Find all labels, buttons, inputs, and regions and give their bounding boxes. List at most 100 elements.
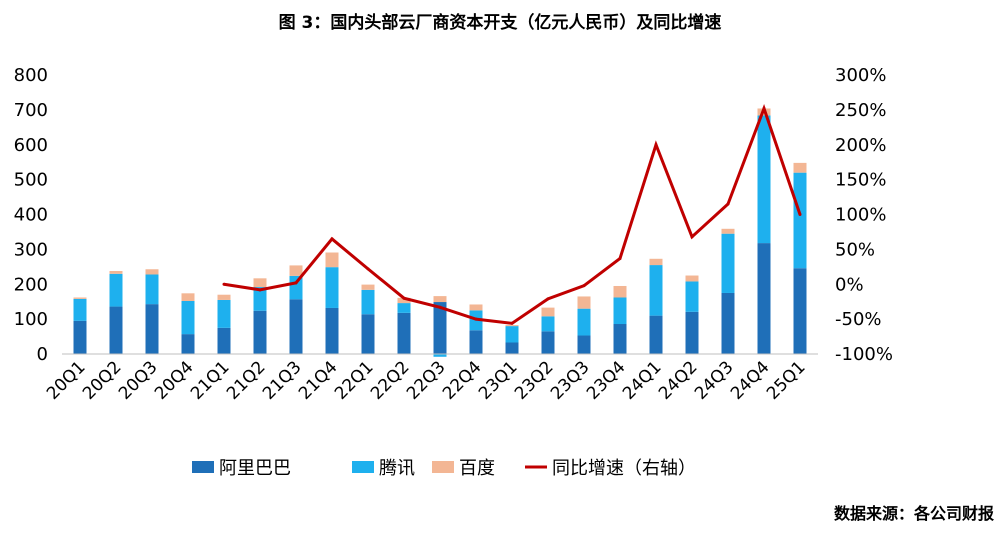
x-tick-label: 20Q1: [43, 357, 90, 404]
y-right-tick-label: 250%: [835, 100, 886, 121]
y-right-tick-label: 50%: [835, 239, 875, 260]
y-right-tick-label: -100%: [835, 344, 893, 365]
bar-腾讯: [253, 287, 267, 311]
bar-百度: [541, 307, 555, 317]
x-tick-label: 25Q1: [763, 357, 810, 404]
legend-label: 同比增速（右轴）: [552, 458, 696, 479]
y-right-tick-label: -50%: [835, 309, 882, 330]
bar-阿里巴巴: [217, 327, 231, 354]
bar-阿里巴巴: [613, 324, 627, 354]
bar-阿里巴巴: [433, 302, 447, 354]
bar-阿里巴巴: [505, 342, 519, 354]
x-tick-label: 24Q4: [727, 357, 774, 404]
growth-point: [654, 143, 658, 147]
y-left-tick-label: 300: [14, 239, 48, 260]
bar-百度: [577, 296, 591, 309]
bar-百度: [217, 294, 231, 300]
legend-swatch: [432, 461, 454, 473]
y-left-tick-label: 0: [37, 344, 48, 365]
legend-swatch: [352, 461, 374, 473]
bar-百度: [721, 228, 735, 234]
bar-阿里巴巴: [757, 243, 771, 354]
bar-百度: [73, 297, 87, 299]
growth-point: [474, 317, 478, 321]
bar-百度: [253, 278, 267, 288]
growth-line: [223, 104, 802, 325]
bar-阿里巴巴: [685, 311, 699, 354]
x-tick-label: 21Q4: [295, 357, 342, 404]
x-tick-label: 22Q2: [367, 357, 414, 404]
bar-百度: [613, 285, 627, 298]
bar-百度: [361, 284, 375, 290]
x-tick-label: 22Q3: [403, 357, 450, 404]
bar-腾讯: [361, 289, 375, 315]
bar-腾讯: [181, 300, 195, 335]
bar-腾讯: [145, 274, 159, 305]
bar-百度: [145, 269, 159, 275]
bar-百度: [433, 296, 447, 303]
bar-阿里巴巴: [181, 334, 195, 354]
legend-label: 阿里巴巴: [219, 458, 291, 479]
x-tick-label: 23Q4: [583, 357, 630, 404]
legend-swatch: [192, 461, 214, 473]
y-left-tick-label: 800: [14, 65, 48, 86]
bar-阿里巴巴: [361, 314, 375, 354]
growth-point: [762, 106, 766, 110]
x-tick-label: 21Q2: [223, 357, 270, 404]
bar-百度: [793, 162, 807, 173]
bar-腾讯: [793, 172, 807, 269]
bar-阿里巴巴: [289, 299, 303, 354]
bar-阿里巴巴: [253, 310, 267, 354]
bar-阿里巴巴: [721, 292, 735, 354]
x-tick-label: 23Q1: [475, 357, 522, 404]
x-tick-label: 22Q1: [331, 357, 378, 404]
y-right-tick-label: 150%: [835, 170, 886, 191]
growth-point: [546, 297, 550, 301]
bar-百度: [289, 265, 303, 276]
y-left-tick-label: 400: [14, 205, 48, 226]
bar-腾讯: [109, 273, 123, 307]
growth-point: [222, 282, 226, 286]
growth-point: [402, 296, 406, 300]
bar-百度: [649, 258, 663, 266]
bar-腾讯: [685, 281, 699, 312]
growth-point: [798, 213, 802, 216]
chart-title: 图 3：国内头部云厂商资本开支（亿元人民币）及同比增速: [278, 13, 722, 33]
bar-腾讯: [721, 233, 735, 293]
bar-腾讯: [73, 298, 87, 321]
source-note: 数据来源：各公司财报: [833, 504, 994, 523]
bar-阿里巴巴: [649, 315, 663, 354]
bar-百度: [469, 304, 483, 311]
x-tick-label: 24Q2: [655, 357, 702, 404]
growth-point: [510, 321, 514, 325]
bar-百度: [685, 275, 699, 282]
x-tick-label: 24Q1: [619, 357, 666, 404]
growth-point: [330, 237, 334, 241]
x-tick-label: 22Q4: [439, 357, 486, 404]
x-tick-label: 21Q1: [187, 357, 234, 404]
y-left-tick-label: 200: [14, 274, 48, 295]
growth-point: [366, 267, 370, 271]
growth-point: [582, 284, 586, 288]
y-left-tick-label: 500: [14, 170, 48, 191]
bar-阿里巴巴: [793, 268, 807, 354]
y-left-tick-label: 700: [14, 100, 48, 121]
bar-百度: [181, 293, 195, 301]
bar-阿里巴巴: [469, 330, 483, 354]
growth-point: [294, 281, 298, 285]
y-left-tick-label: 100: [14, 309, 48, 330]
bar-阿里巴巴: [325, 307, 339, 354]
growth-point: [618, 256, 622, 260]
bar-阿里巴巴: [541, 331, 555, 354]
bar-阿里巴巴: [397, 312, 411, 354]
growth-point: [438, 305, 442, 309]
y-right-tick-label: 300%: [835, 65, 886, 86]
x-tick-label: 23Q3: [547, 357, 594, 404]
legend-label: 百度: [459, 458, 495, 479]
bar-腾讯: [649, 265, 663, 316]
bar-阿里巴巴: [577, 335, 591, 354]
x-tick-label: 20Q3: [115, 357, 162, 404]
bar-阿里巴巴: [109, 306, 123, 354]
bar-腾讯: [325, 267, 339, 308]
